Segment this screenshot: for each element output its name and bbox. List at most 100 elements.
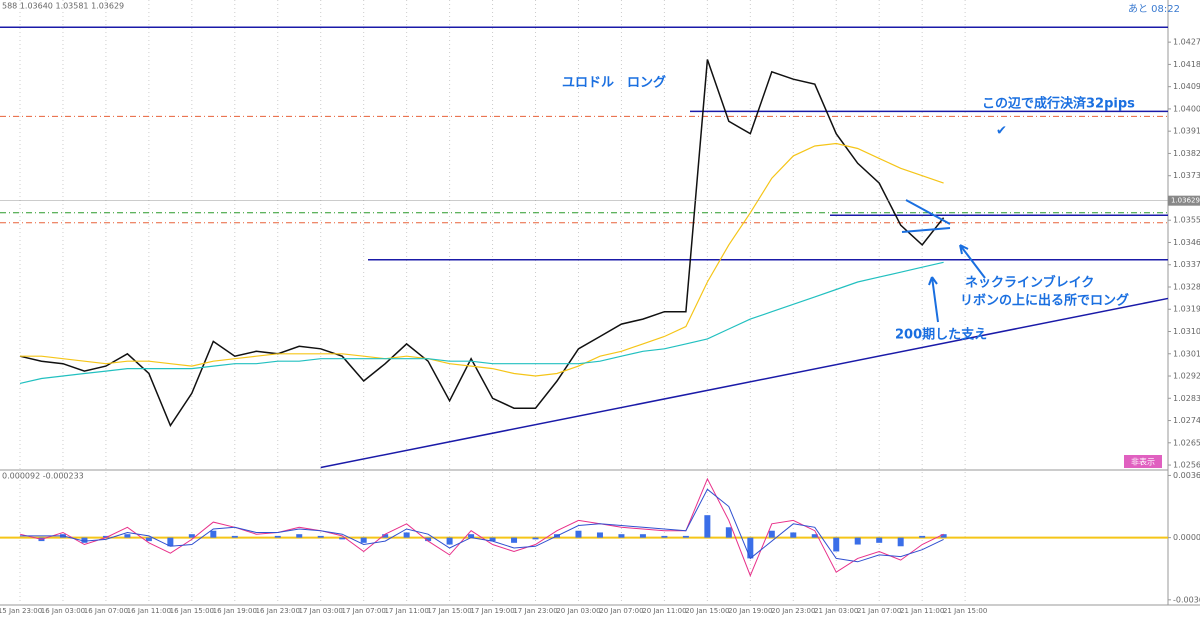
- histogram-bar: [532, 537, 539, 540]
- histogram-bar: [511, 537, 518, 543]
- histogram-bar: [145, 537, 152, 542]
- x-tick-label: 20 Jan 15:00: [685, 607, 729, 615]
- y-tick-label: 1.04270: [1173, 38, 1200, 47]
- x-tick-label: 16 Jan 15:00: [170, 607, 214, 615]
- histogram-bar: [489, 537, 496, 542]
- histogram-bar: [639, 534, 646, 538]
- y-tick-label: 1.02920: [1173, 372, 1200, 381]
- hide-button[interactable]: [1124, 455, 1162, 468]
- histogram-bar: [704, 515, 711, 538]
- x-tick-label: 16 Jan 19:00: [213, 607, 257, 615]
- histogram-bar: [940, 534, 947, 538]
- y-tick-label: 1.03550: [1173, 216, 1200, 225]
- histogram-bar: [188, 534, 195, 538]
- y-tick-label: 1.04090: [1173, 82, 1200, 91]
- histogram-bar: [876, 537, 883, 543]
- x-tick-label: 21 Jan 03:00: [814, 607, 858, 615]
- histogram-bar: [725, 527, 732, 538]
- x-tick-label: 17 Jan 19:00: [470, 607, 514, 615]
- y-tick-label: 1.02740: [1173, 416, 1200, 425]
- x-tick-label: 16 Jan 03:00: [41, 607, 85, 615]
- x-tick-label: 17 Jan 03:00: [299, 607, 343, 615]
- histogram-bar: [339, 537, 346, 540]
- y-tick-label: 1.03460: [1173, 238, 1200, 247]
- x-tick-label: 20 Jan 19:00: [728, 607, 772, 615]
- x-tick-label: 16 Jan 11:00: [127, 607, 171, 615]
- annotation: 200期した支え: [895, 327, 987, 343]
- histogram-bar: [446, 537, 453, 545]
- x-tick-label: 20 Jan 11:00: [642, 607, 686, 615]
- histogram-bar: [231, 535, 238, 538]
- y-tick-label: -0.0036: [1173, 595, 1200, 604]
- timer: あと 08:22: [1128, 3, 1180, 15]
- current-price-label: 1.03629: [1171, 197, 1200, 205]
- y-tick-label: 1.03730: [1173, 171, 1200, 180]
- y-tick-label: 1.04000: [1173, 104, 1200, 113]
- histogram-bar: [661, 535, 668, 538]
- series-line: [19, 477, 944, 577]
- y-tick-label: 1.03370: [1173, 260, 1200, 269]
- histogram-bar: [833, 537, 840, 552]
- y-tick-label: 0.0000: [1173, 533, 1200, 542]
- histogram-bar: [167, 537, 174, 547]
- x-tick-label: 17 Jan 11:00: [384, 607, 428, 615]
- histogram-bar: [618, 534, 625, 538]
- y-tick-label: 1.04180: [1173, 60, 1200, 69]
- annotation: ユロドル ロング: [562, 75, 666, 91]
- arrow: [901, 199, 951, 233]
- y-tick-label: 1.03820: [1173, 149, 1200, 158]
- x-tick-label: 16 Jan 23:00: [256, 607, 300, 615]
- series-line: [20, 142, 944, 377]
- histogram-bar: [897, 537, 904, 547]
- header: 588 1.03640 1.03581 1.03629: [2, 2, 124, 11]
- y-tick-label: 1.03910: [1173, 127, 1200, 136]
- histogram-bar: [596, 532, 603, 538]
- osc-header: 0.000092 -0.000233: [2, 472, 84, 481]
- histogram-bar: [768, 530, 775, 538]
- histogram-bar: [210, 530, 217, 538]
- series-line: [19, 59, 945, 428]
- histogram-bar: [360, 537, 367, 543]
- annotation: この辺で成行決済32pips: [982, 96, 1135, 112]
- x-tick-label: 17 Jan 15:00: [427, 607, 471, 615]
- x-tick-label: 20 Jan 03:00: [556, 607, 600, 615]
- trend-line: [320, 297, 1169, 469]
- histogram-bar: [747, 537, 754, 559]
- annotation: ネックラインブレイク: [965, 275, 1094, 291]
- x-tick-label: 21 Jan 11:00: [900, 607, 944, 615]
- arrow: [959, 244, 986, 279]
- x-tick-label: 21 Jan 15:00: [943, 607, 987, 615]
- x-tick-label: 15 Jan 23:00: [0, 607, 42, 615]
- histogram-bar: [102, 535, 109, 538]
- histogram-bar: [811, 534, 818, 538]
- x-tick-label: 16 Jan 07:00: [84, 607, 128, 615]
- histogram-bar: [274, 535, 281, 538]
- x-tick-label: 20 Jan 07:00: [599, 607, 643, 615]
- histogram-bar: [468, 534, 475, 538]
- histogram-bar: [403, 532, 410, 538]
- annotation: リボンの上に出る所でロング: [960, 293, 1129, 309]
- histogram-bar: [425, 537, 432, 542]
- histogram-bar: [124, 534, 131, 538]
- x-tick-label: 17 Jan 23:00: [513, 607, 557, 615]
- hide-button-label[interactable]: 非表示: [1131, 457, 1155, 467]
- histogram-bar: [854, 537, 861, 545]
- y-tick-label: 1.03280: [1173, 282, 1200, 291]
- histogram-bar: [382, 534, 389, 538]
- current-price-box: [1168, 195, 1200, 206]
- y-tick-label: 1.03010: [1173, 349, 1200, 358]
- y-tick-label: 1.02830: [1173, 394, 1200, 403]
- series-line: [20, 488, 944, 563]
- histogram-bar: [790, 532, 797, 538]
- x-tick-label: 17 Jan 07:00: [342, 607, 386, 615]
- y-tick-label: 0.0036: [1173, 471, 1200, 480]
- histogram-bar: [919, 535, 926, 538]
- arrow: [928, 276, 939, 323]
- histogram-bar: [317, 535, 324, 538]
- histogram-bar: [296, 534, 303, 538]
- y-tick-label: 1.03100: [1173, 327, 1200, 336]
